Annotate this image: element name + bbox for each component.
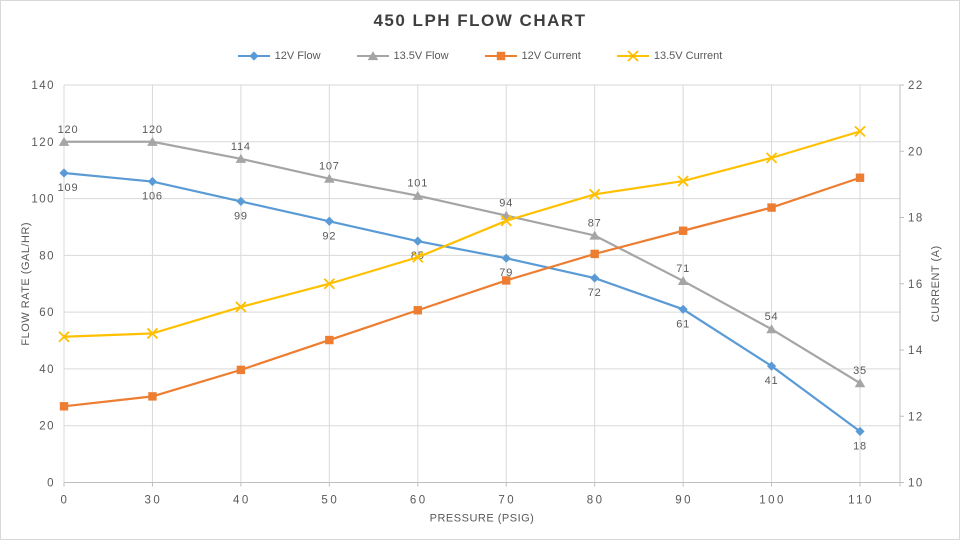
gridlines <box>63 84 900 483</box>
legend-marker-x-icon <box>616 50 649 62</box>
svg-text:79: 79 <box>499 267 513 279</box>
legend-item-13-5v-flow: 13.5V Flow <box>356 50 449 62</box>
svg-text:41: 41 <box>765 375 779 387</box>
svg-text:20: 20 <box>908 146 924 158</box>
svg-text:109: 109 <box>58 182 79 194</box>
legend-label: 12V Flow <box>274 50 321 62</box>
svg-text:80: 80 <box>39 250 55 262</box>
legend-label: 13.5V Flow <box>393 50 449 62</box>
svg-text:107: 107 <box>319 161 340 173</box>
axis-lines <box>63 84 904 487</box>
legend-marker-diamond-icon <box>237 51 270 61</box>
y-left-tick-labels: 0 20 40 60 80 100 120 140 <box>31 80 55 490</box>
legend-label: 12V Current <box>521 50 581 62</box>
legend: 12V Flow 13.5V Flow 12V Current 13.5V Curre… <box>1 50 959 62</box>
svg-text:71: 71 <box>676 263 690 275</box>
svg-text:60: 60 <box>410 495 428 507</box>
svg-text:70: 70 <box>498 495 516 507</box>
legend-item-12v-flow: 12V Flow <box>237 50 321 62</box>
svg-text:35: 35 <box>853 365 867 377</box>
svg-text:61: 61 <box>676 318 690 330</box>
svg-text:10: 10 <box>908 478 924 490</box>
svg-text:40: 40 <box>39 364 55 376</box>
svg-text:87: 87 <box>588 217 602 229</box>
svg-text:18: 18 <box>853 440 867 452</box>
svg-text:101: 101 <box>407 178 428 190</box>
chart-title: 450 LPH FLOW CHART <box>373 11 587 30</box>
x-tick-labels: 0 30 40 50 60 70 80 90 100 110 <box>61 495 874 507</box>
svg-text:14: 14 <box>908 345 924 357</box>
svg-text:100: 100 <box>31 194 55 206</box>
svg-text:50: 50 <box>321 495 339 507</box>
y-left-axis-title: FLOW RATE (GAL/HR) <box>20 222 32 346</box>
svg-text:120: 120 <box>142 124 163 136</box>
svg-text:72: 72 <box>588 287 602 299</box>
svg-text:22: 22 <box>908 80 924 92</box>
svg-text:12: 12 <box>908 411 924 423</box>
y-right-tick-labels: 10 12 14 16 18 20 22 <box>908 80 924 490</box>
data-labels-13-5v-flow: 120 120 114 107 101 94 87 71 54 35 <box>58 124 867 377</box>
x-axis-title: PRESSURE (PSIG) <box>430 513 535 525</box>
svg-text:94: 94 <box>499 198 513 210</box>
svg-text:140: 140 <box>31 80 55 92</box>
series-13-5v-current <box>58 125 866 343</box>
svg-text:60: 60 <box>39 307 55 319</box>
svg-text:90: 90 <box>675 495 693 507</box>
legend-label: 13.5V Current <box>653 50 723 62</box>
legend-marker-triangle-icon <box>356 51 389 61</box>
svg-text:92: 92 <box>322 230 336 242</box>
svg-text:114: 114 <box>231 141 251 153</box>
svg-text:99: 99 <box>234 210 248 222</box>
legend-item-13-5v-current: 13.5V Current <box>616 50 723 62</box>
svg-text:110: 110 <box>848 495 874 507</box>
svg-text:40: 40 <box>233 495 251 507</box>
y-right-axis-title: CURRENT (A) <box>930 245 942 322</box>
svg-text:0: 0 <box>47 478 55 490</box>
svg-text:30: 30 <box>145 495 163 507</box>
svg-text:20: 20 <box>39 421 55 433</box>
svg-text:0: 0 <box>61 495 70 507</box>
svg-text:16: 16 <box>908 279 924 291</box>
svg-text:80: 80 <box>587 495 605 507</box>
legend-marker-square-icon <box>484 51 517 61</box>
svg-text:100: 100 <box>759 495 786 507</box>
svg-text:54: 54 <box>765 311 779 323</box>
series-12v-flow <box>59 168 865 436</box>
svg-text:120: 120 <box>31 137 55 149</box>
series-12v-current <box>59 173 865 411</box>
svg-text:120: 120 <box>58 124 79 136</box>
svg-text:18: 18 <box>908 213 924 225</box>
svg-text:106: 106 <box>142 191 163 203</box>
legend-item-12v-current: 12V Current <box>484 50 581 62</box>
